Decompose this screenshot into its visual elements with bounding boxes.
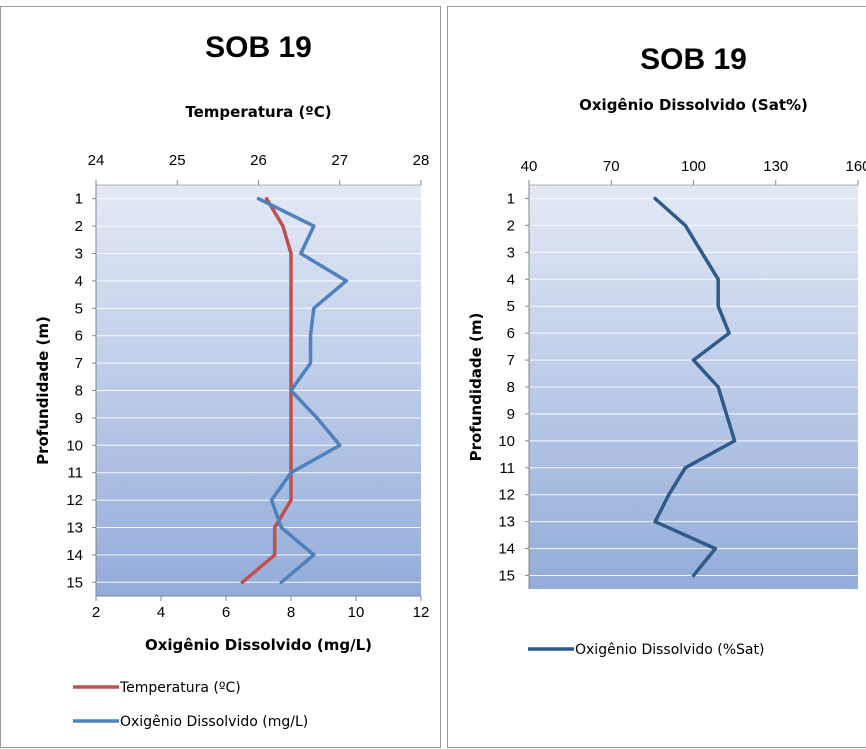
y-tick-label: 6	[507, 325, 515, 342]
series-line-1	[653, 196, 737, 578]
y-tick-label: 13	[66, 520, 83, 537]
y-tick-label: 15	[66, 574, 83, 591]
y-tick-label: 8	[507, 379, 515, 396]
bottom-tick-label: 6	[222, 604, 230, 621]
y-tick-label: 2	[75, 218, 83, 235]
y-tick-label: 9	[507, 406, 515, 423]
legend-label: Oxigênio Dissolvido (%Sat)	[575, 642, 764, 658]
y-tick-label: 8	[75, 383, 83, 400]
chart-title: SOB 19	[640, 43, 747, 76]
y-tick-label: 10	[66, 437, 83, 454]
y-tick-label: 11	[67, 465, 83, 482]
top-tick-label: 100	[681, 158, 706, 175]
top-axis-title: Temperatura (ºC)	[185, 103, 331, 121]
y-tick-label: 5	[75, 300, 83, 317]
y-tick-label: 15	[498, 568, 515, 585]
y-tick-label: 7	[75, 355, 83, 372]
top-tick-label: 130	[763, 158, 788, 175]
series-line-2	[256, 196, 349, 585]
top-tick-label: 26	[250, 152, 267, 169]
y-axis-title: Profundidade (m)	[467, 313, 485, 462]
y-tick-label: 4	[507, 271, 515, 288]
y-tick-label: 14	[498, 541, 515, 558]
y-tick-label: 4	[75, 273, 83, 290]
top-tick-label: 28	[413, 152, 430, 169]
y-tick-label: 11	[499, 460, 515, 477]
y-tick-label: 1	[75, 191, 83, 208]
y-tick-label: 12	[66, 492, 83, 509]
chart-title: SOB 19	[205, 31, 312, 64]
y-tick-label: 12	[498, 487, 515, 504]
bottom-tick-label: 8	[287, 604, 295, 621]
bottom-tick-label: 10	[348, 604, 365, 621]
chart-panel-left: 1 2 3 4 5 6 7 8 9 10 11 12 13 14 15 Profundidade (m) SOB…	[0, 6, 441, 748]
legend-label: Temperatura (ºC)	[119, 680, 241, 696]
bottom-tick-label: 4	[157, 604, 165, 621]
y-tick-label: 13	[498, 514, 515, 531]
y-tick-label: 3	[75, 246, 83, 263]
bottom-tick-label: 12	[413, 604, 430, 621]
top-tick-label: 24	[88, 152, 105, 169]
legend-label: Oxigênio Dissolvido (mg/L)	[120, 714, 308, 730]
top-tick-label: 70	[603, 158, 620, 175]
top-tick-label: 27	[331, 152, 348, 169]
y-tick-label: 5	[507, 298, 515, 315]
y-tick-label: 6	[75, 328, 83, 345]
top-tick-label: 40	[521, 158, 538, 175]
y-tick-label: 2	[507, 217, 515, 234]
y-tick-label: 1	[507, 190, 515, 207]
y-tick-label: 10	[498, 433, 515, 450]
chart-panel-right: 1 2 3 4 5 6 7 8 9 10 11 12 13 14 15 Profundidade (m) SOB…	[447, 6, 866, 748]
y-tick-label: 3	[507, 244, 515, 261]
top-tick-label: 25	[169, 152, 186, 169]
y-axis-title: Profundidade (m)	[34, 316, 52, 465]
y-tick-label: 14	[66, 547, 83, 564]
bottom-axis-title: Oxigênio Dissolvido (mg/L)	[145, 636, 372, 654]
bottom-tick-label: 2	[92, 604, 100, 621]
top-axis-title: Oxigênio Dissolvido (Sat%)	[579, 96, 808, 114]
top-tick-label: 160	[845, 158, 866, 175]
y-tick-label: 7	[507, 352, 515, 369]
y-tick-label: 9	[75, 410, 83, 427]
